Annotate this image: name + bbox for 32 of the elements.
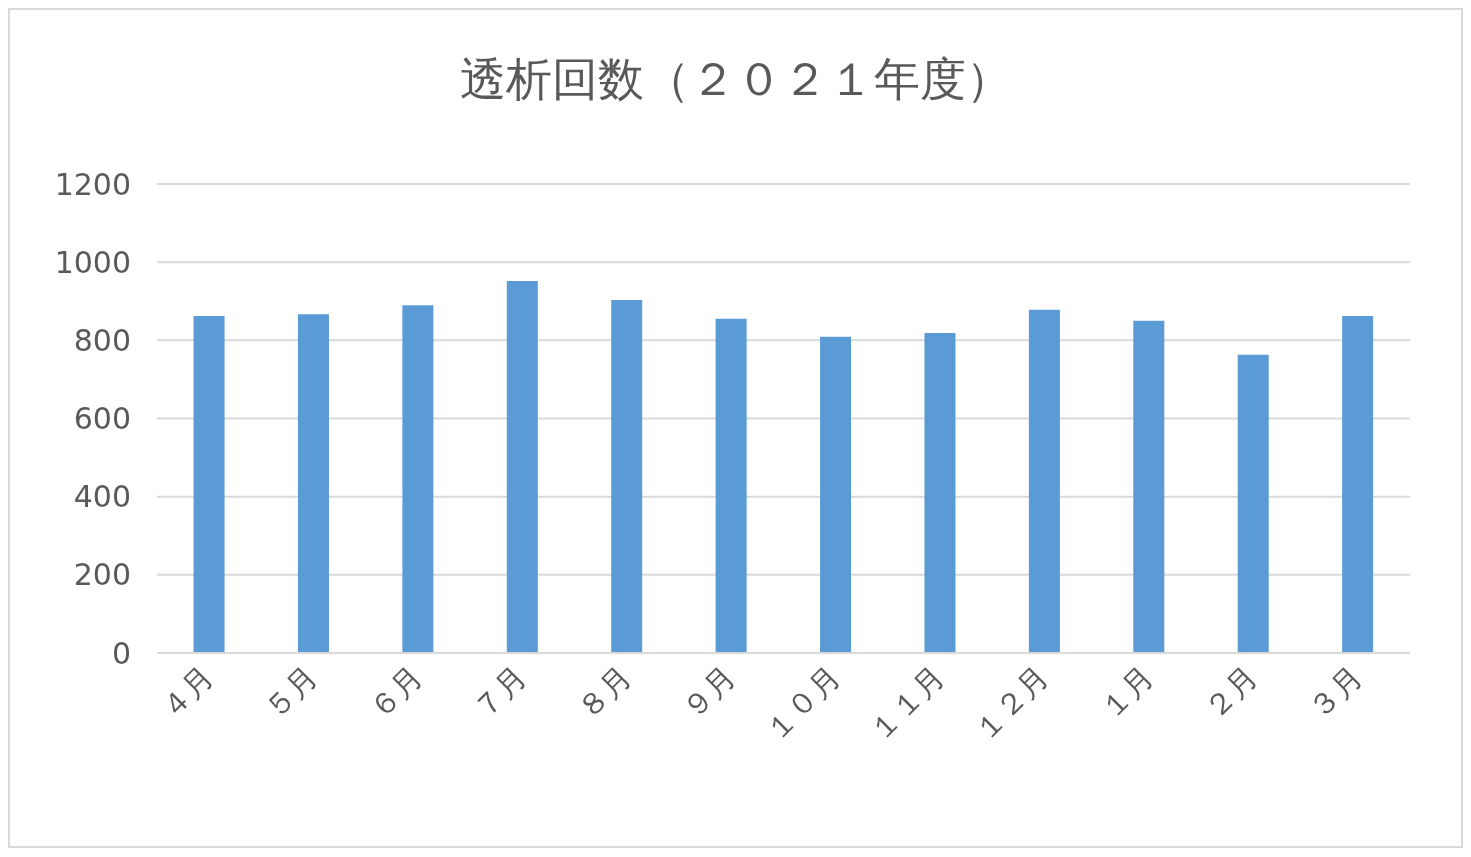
y-tick-label: 600 [73, 401, 131, 437]
x-tick-label: ９月 [675, 659, 743, 727]
y-tick-label: 0 [111, 635, 131, 671]
x-tick-label: １２月 [967, 659, 1056, 748]
bar [1237, 354, 1269, 653]
y-tick-label: 1200 [54, 166, 131, 202]
x-tick-label: ８月 [570, 659, 638, 727]
y-tick-label: 400 [73, 479, 131, 515]
bar [715, 318, 747, 653]
x-tick-label: ２月 [1197, 659, 1265, 727]
y-tick-label: 200 [73, 557, 131, 593]
bar [820, 336, 852, 653]
y-tick-label: 800 [73, 322, 131, 358]
bar [1342, 316, 1374, 653]
x-tick-label: １１月 [862, 659, 952, 748]
bar [1133, 320, 1165, 653]
bar [193, 316, 225, 653]
x-tick-label: ５月 [257, 659, 325, 727]
chart-title: 透析回数（２０２１年度） [458, 51, 1013, 108]
x-tick-label: ６月 [361, 659, 429, 727]
x-tick-label: １０月 [758, 659, 847, 748]
y-tick-label: 1000 [54, 244, 131, 280]
x-tick-label: １月 [1092, 659, 1160, 727]
bar [1028, 309, 1060, 653]
x-tick-label: ３月 [1301, 659, 1369, 727]
x-tick-label: ７月 [466, 659, 534, 727]
x-tick-label: ４月 [152, 659, 221, 727]
bar [611, 300, 643, 653]
bar [506, 280, 538, 653]
bar [402, 305, 434, 653]
bar [924, 332, 956, 653]
bar [297, 314, 329, 653]
